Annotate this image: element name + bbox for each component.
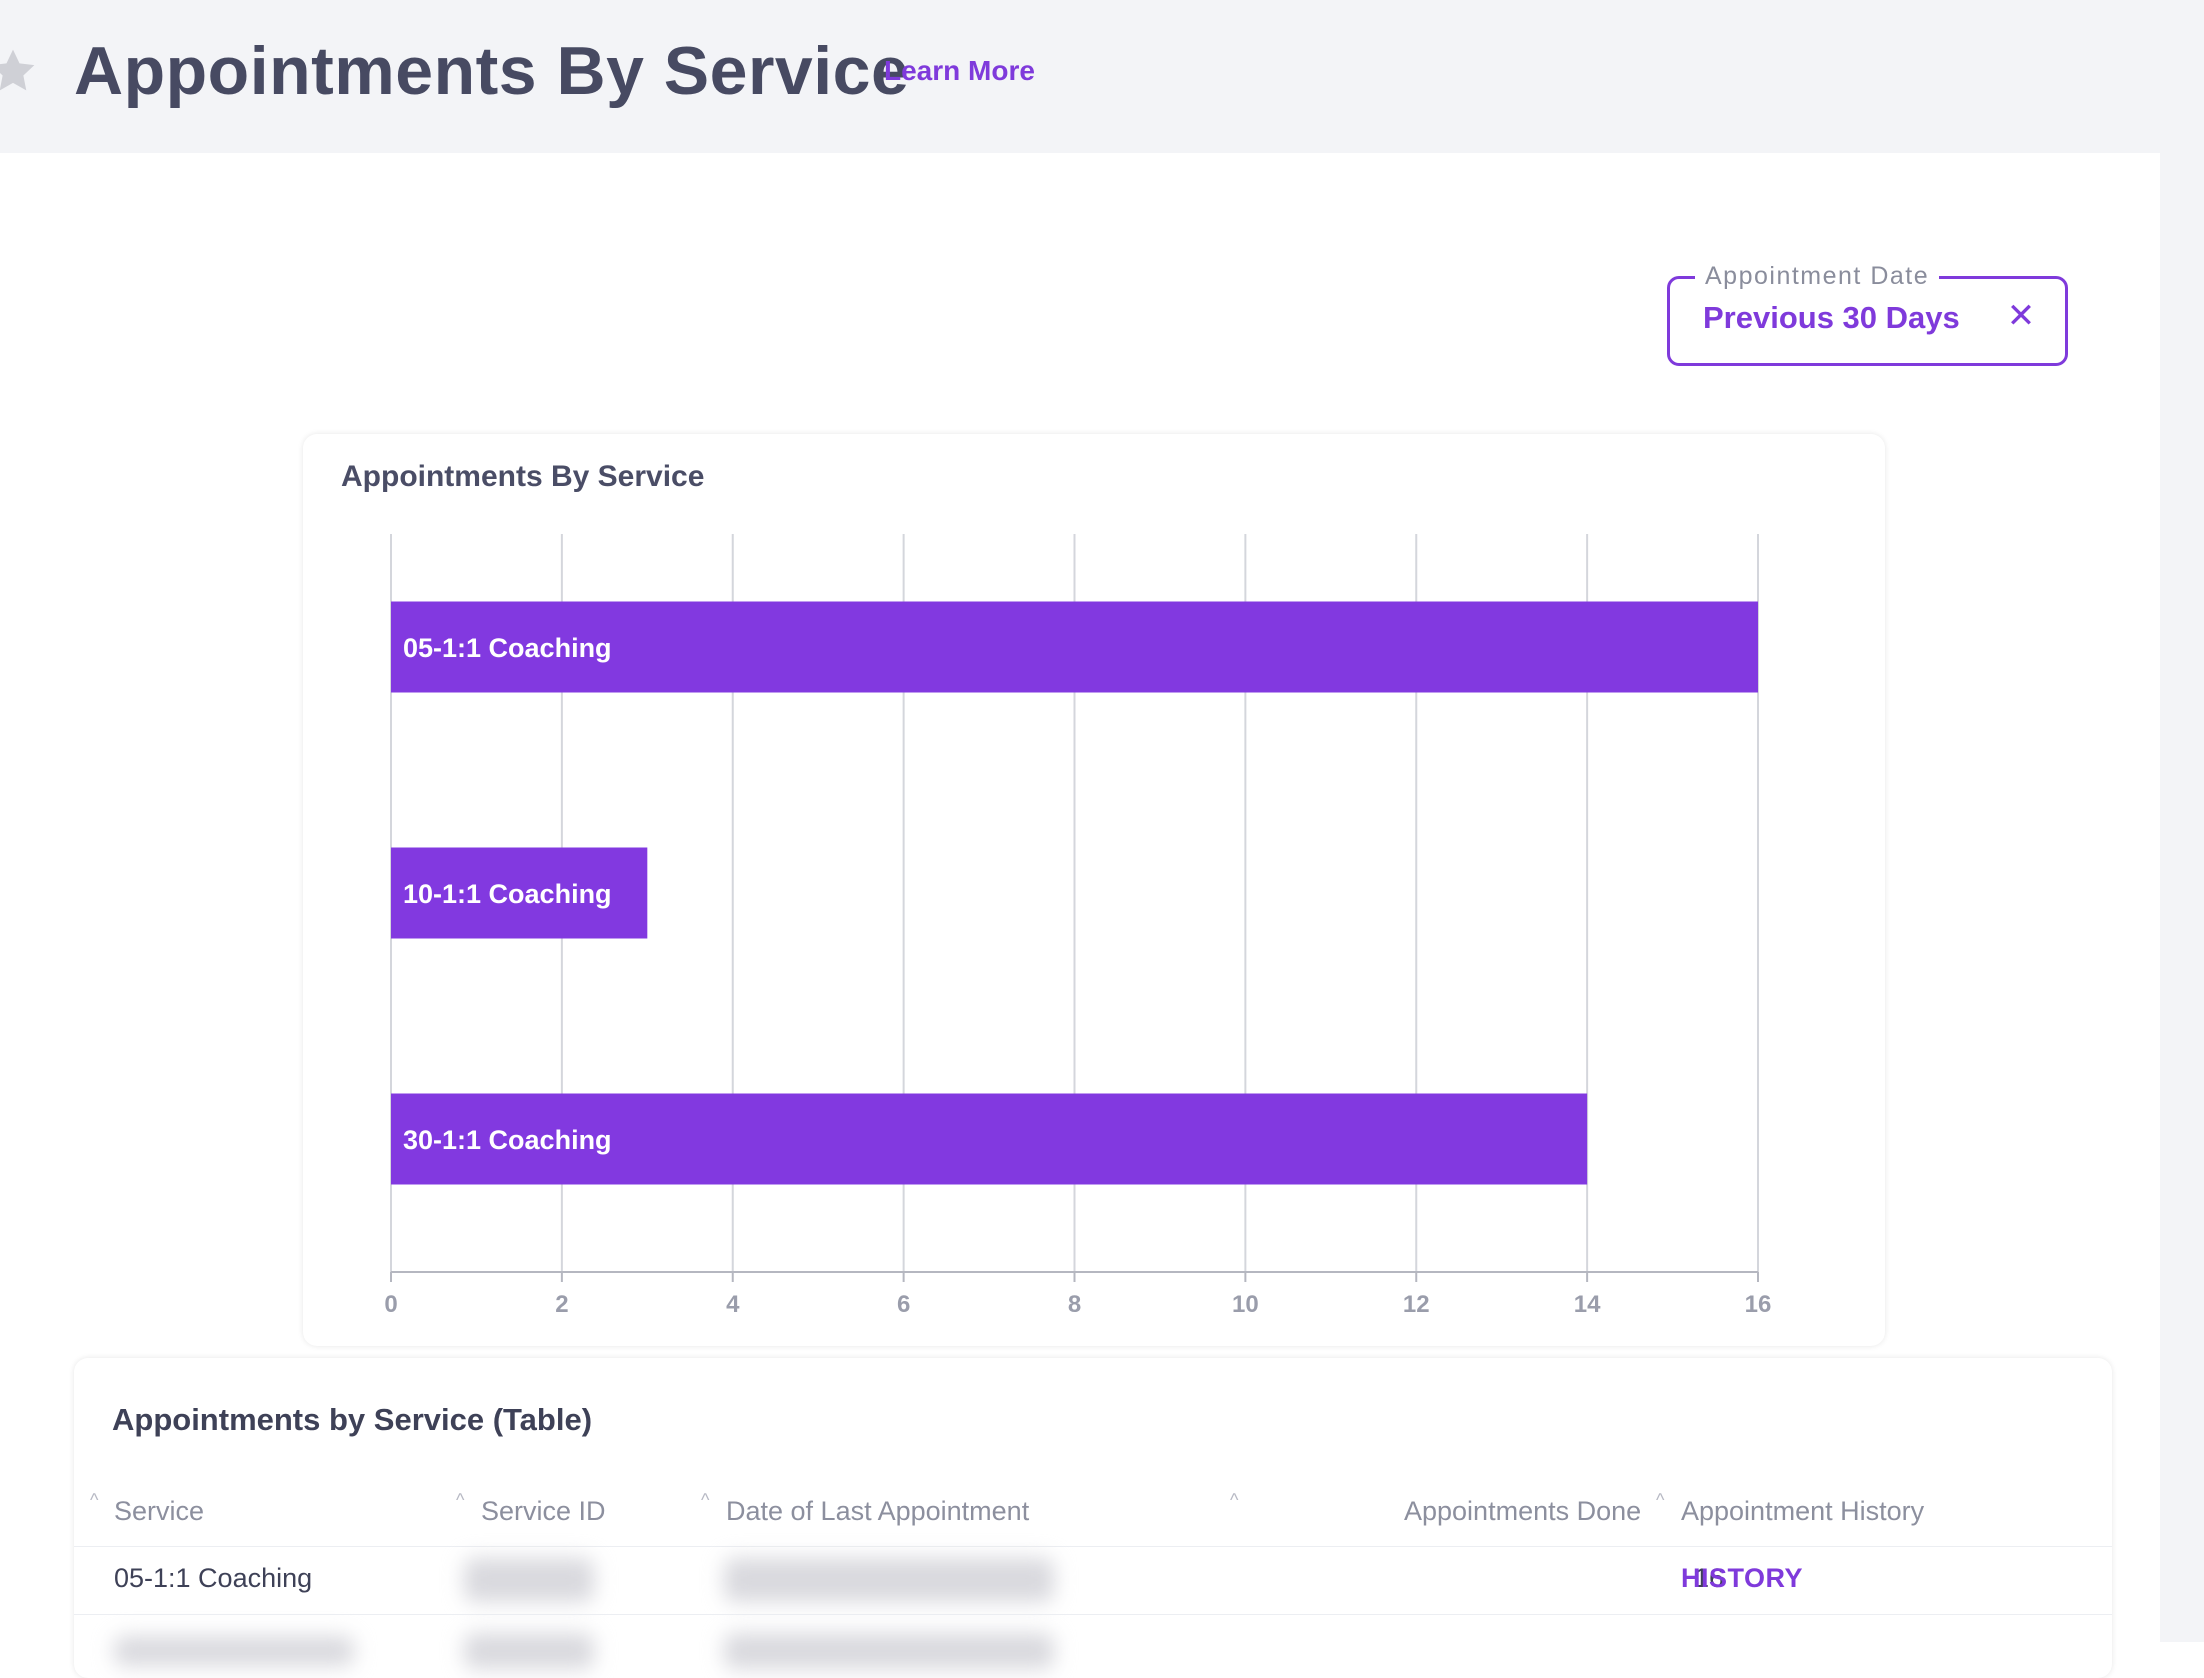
sort-caret-icon[interactable]: ^ [90,1490,99,1510]
x-tick-label: 8 [1068,1291,1081,1318]
x-tick-label: 12 [1403,1291,1430,1318]
bar-label: 10-1:1 Coaching [403,879,612,909]
x-tick-label: 0 [384,1291,397,1318]
redacted-service-id [464,1558,594,1602]
partial-row [464,1633,594,1669]
bar [391,601,1758,693]
sort-caret-icon[interactable]: ^ [701,1490,710,1510]
x-tick-label: 4 [726,1291,740,1318]
redacted-date [724,1558,1054,1602]
sort-caret-icon[interactable]: ^ [1230,1490,1239,1510]
row-divider [74,1546,2112,1547]
x-tick-label: 14 [1574,1291,1601,1318]
column-header-appointment-history[interactable]: Appointment History [1681,1496,1925,1526]
cell-appointments-done: 16 [1693,1563,1724,1593]
table-card: Appointments by Service (Table) ^ Servic… [74,1358,2112,1678]
filter-label: Appointment Date [1695,262,1940,291]
bar [391,847,648,939]
sort-caret-icon[interactable]: ^ [1656,1490,1665,1510]
x-tick-label: 16 [1745,1291,1772,1318]
cell-service: 05-1:1 Coaching [114,1563,313,1593]
chart-title: Appointments By Service [341,460,705,493]
filter-value[interactable]: Previous 30 Days [1703,300,1960,335]
learn-more-link[interactable]: Learn More [884,55,1035,86]
right-gutter [2160,153,2204,1642]
history-link[interactable]: HISTORY [1681,1563,1804,1593]
partial-row [114,1636,354,1666]
bar-label: 30-1:1 Coaching [403,1125,612,1155]
close-icon[interactable]: ✕ [2006,297,2036,335]
bar [391,1093,1588,1185]
column-header-appointments-done[interactable]: Appointments Done [1404,1496,1642,1526]
x-tick-label: 2 [555,1291,568,1318]
header-bar: Appointments By Service Learn More [0,0,2204,153]
bar-label: 05-1:1 Coaching [403,633,612,663]
chart-card: Appointments By Service 0 2 4 6 8 10 12 14 16 05-… [303,434,1885,1346]
column-header-service-id[interactable]: Service ID [481,1496,606,1526]
column-header-service[interactable]: Service [114,1496,205,1526]
row-divider [74,1614,2112,1615]
bar-chart: 0 2 4 6 8 10 12 14 16 05-1:1 Coaching 10-1:1 Coach… [384,534,1772,1318]
sort-caret-icon[interactable]: ^ [456,1490,465,1510]
favorite-star-icon[interactable] [0,44,40,98]
page-title: Appointments By Service [74,33,910,109]
table-title: Appointments by Service (Table) [112,1402,593,1437]
column-header-date-last-appointment[interactable]: Date of Last Appointment [726,1496,1030,1526]
x-tick-label: 10 [1232,1291,1259,1318]
partial-row [724,1633,1054,1669]
x-tick-label: 6 [897,1291,910,1318]
